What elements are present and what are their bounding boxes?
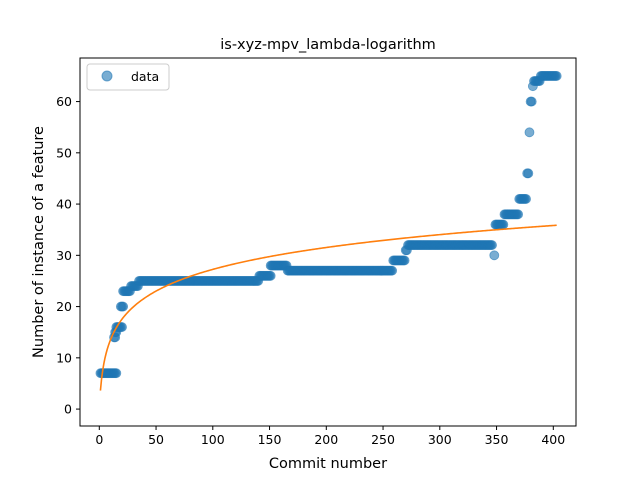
y-tick-label: 40 xyxy=(56,197,72,212)
x-tick-label: 0 xyxy=(95,432,103,447)
data-point xyxy=(489,250,500,261)
y-tick-label: 30 xyxy=(56,248,72,263)
x-tick-label: 300 xyxy=(428,432,452,447)
legend: data xyxy=(86,63,170,91)
chart-title: is-xyz-mpv_lambda-logarithm xyxy=(220,37,436,53)
data-point xyxy=(524,127,535,138)
scatter-series xyxy=(95,71,562,379)
y-tick-label: 10 xyxy=(56,350,72,365)
y-axis-label: Number of instance of a feature xyxy=(31,126,47,358)
legend-marker xyxy=(101,70,113,82)
data-point xyxy=(523,168,534,179)
data-point xyxy=(118,301,129,312)
data-point xyxy=(487,240,497,250)
data-point xyxy=(521,194,531,204)
x-tick-label: 100 xyxy=(201,432,225,447)
legend-label: data xyxy=(131,69,159,84)
x-tick-label: 200 xyxy=(314,432,338,447)
data-point xyxy=(265,270,276,281)
data-point xyxy=(526,96,537,107)
fit-line xyxy=(99,224,557,391)
x-tick-label: 50 xyxy=(148,432,164,447)
data-point xyxy=(513,209,524,220)
x-axis: 0 50 100 150 200 250 300 350 400 xyxy=(95,426,565,447)
x-tick-label: 350 xyxy=(485,432,509,447)
axes-frame xyxy=(79,57,577,427)
y-tick-label: 50 xyxy=(56,145,72,160)
data-point xyxy=(551,71,562,81)
y-tick-label: 0 xyxy=(64,402,72,417)
plot-area xyxy=(95,71,562,391)
legend-box xyxy=(86,63,170,91)
data-point xyxy=(498,219,509,230)
data-point xyxy=(387,265,398,276)
axes-border xyxy=(79,57,577,427)
data-point xyxy=(399,255,410,266)
x-tick-label: 400 xyxy=(541,432,565,447)
x-axis-label: Commit number xyxy=(269,456,387,472)
x-tick-label: 150 xyxy=(258,432,282,447)
y-axis: 0 10 20 30 40 50 60 xyxy=(56,94,80,417)
y-tick-label: 60 xyxy=(56,94,72,109)
y-tick-label: 20 xyxy=(56,299,72,314)
x-tick-label: 250 xyxy=(371,432,395,447)
data-point xyxy=(111,368,122,379)
